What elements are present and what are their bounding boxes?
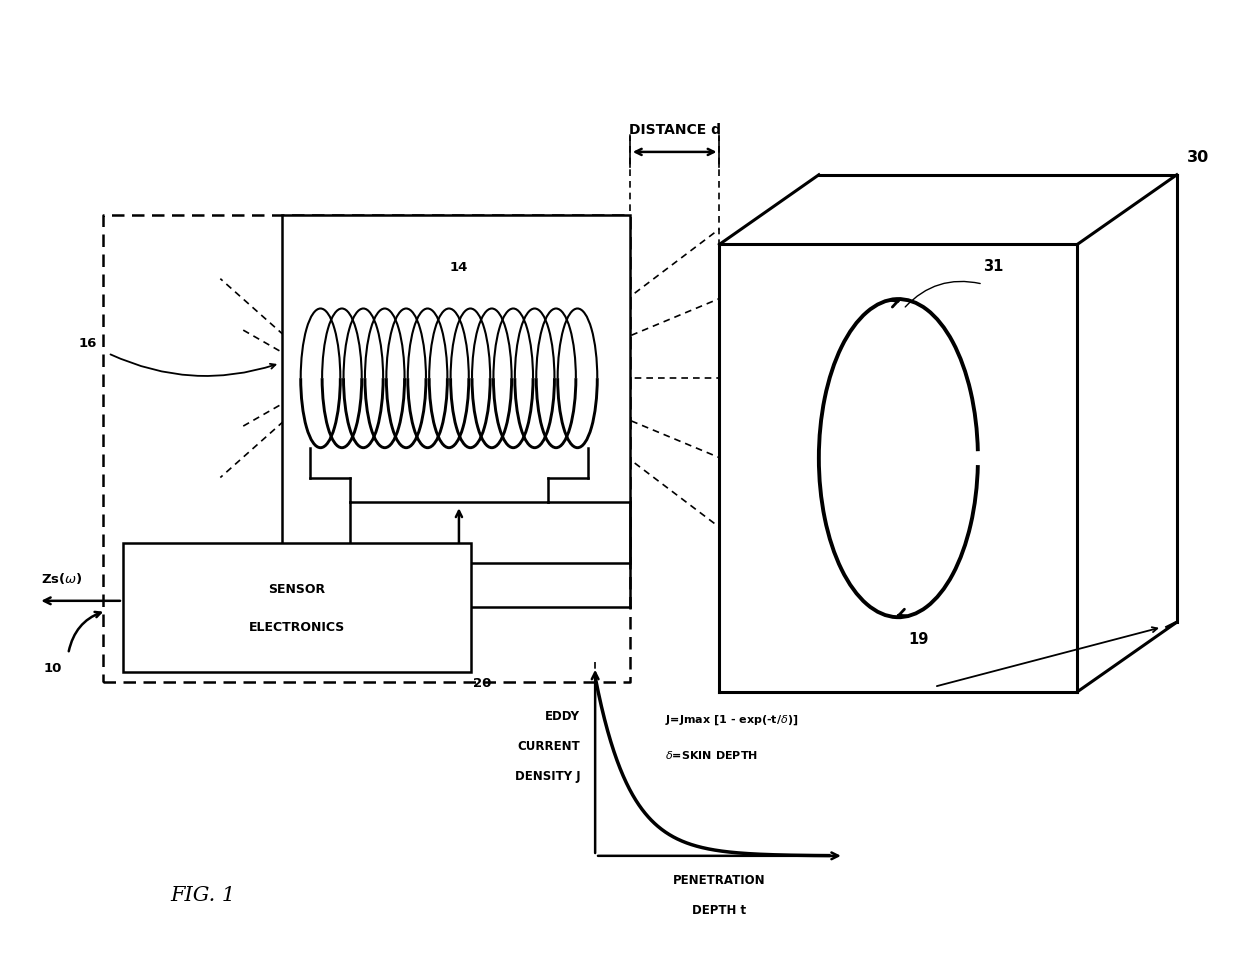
Text: DISTANCE d: DISTANCE d <box>629 123 720 137</box>
Text: $\delta$=SKIN DEPTH: $\delta$=SKIN DEPTH <box>665 748 758 761</box>
Text: 30: 30 <box>1187 150 1209 165</box>
Text: J=Jmax [1 - exp(-t/$\delta$)]: J=Jmax [1 - exp(-t/$\delta$)] <box>665 713 799 726</box>
Text: DENSITY J: DENSITY J <box>515 769 580 783</box>
Text: Zs($\omega$): Zs($\omega$) <box>41 571 83 586</box>
Text: 11: 11 <box>455 557 472 570</box>
Text: PENETRATION: PENETRATION <box>673 873 766 887</box>
Text: 14: 14 <box>450 261 469 273</box>
Text: SENSOR: SENSOR <box>268 583 325 596</box>
Text: 10: 10 <box>43 662 62 674</box>
Polygon shape <box>123 542 471 672</box>
Text: EDDY: EDDY <box>546 710 580 723</box>
Text: 16: 16 <box>79 337 97 350</box>
Text: 31: 31 <box>983 259 1003 274</box>
Polygon shape <box>281 215 630 562</box>
Text: 20: 20 <box>472 677 491 690</box>
Text: DEPTH t: DEPTH t <box>692 903 746 917</box>
Text: ELECTRONICS: ELECTRONICS <box>249 621 345 634</box>
Text: 19: 19 <box>909 632 929 647</box>
Text: CURRENT: CURRENT <box>517 740 580 753</box>
Text: FIG. 1: FIG. 1 <box>170 886 236 905</box>
